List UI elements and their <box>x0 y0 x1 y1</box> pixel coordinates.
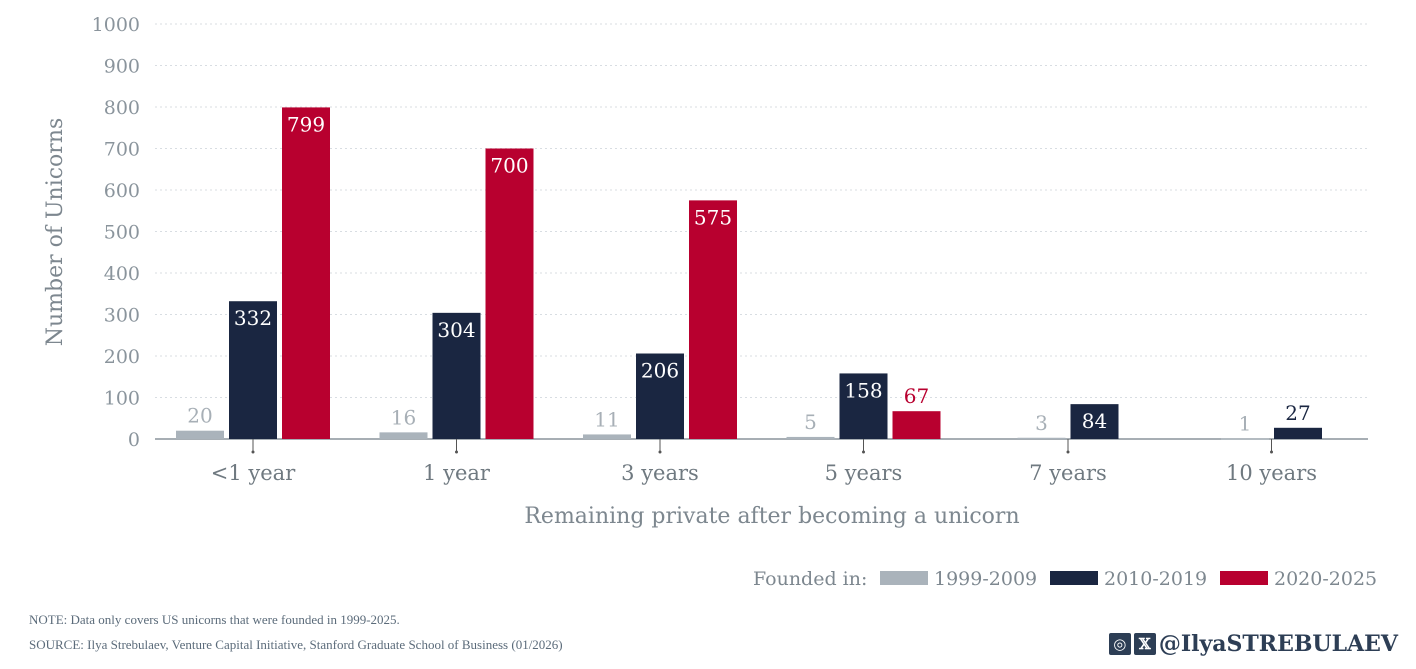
legend-label: 1999-2009 <box>934 568 1037 590</box>
bar-1999-2009 <box>1017 437 1066 439</box>
x-axis-title: Remaining private after becoming a unico… <box>524 504 1019 529</box>
data-label: 1 <box>1239 412 1252 436</box>
data-label: 206 <box>641 359 679 383</box>
bar-1999-2009 <box>379 432 428 439</box>
instagram-icon: ◎ <box>1108 633 1131 655</box>
bar-2020-2025 <box>485 148 534 439</box>
y-tick-label: 700 <box>104 139 140 161</box>
x-tick-label: 1 year <box>423 461 491 485</box>
bar-2020-2025 <box>689 200 737 439</box>
bar-2010-2019 <box>636 353 684 439</box>
note-text: NOTE: Data only covers US unicorns that … <box>29 612 400 627</box>
x-tick-label: 3 years <box>621 461 699 485</box>
data-label: 11 <box>594 407 619 431</box>
y-axis-title: Number of Unicorns <box>43 118 68 347</box>
x-tick-dot <box>455 450 458 454</box>
data-label: 27 <box>1285 401 1310 425</box>
data-label: 158 <box>844 378 882 402</box>
bar-1999-2009 <box>583 434 631 439</box>
data-label: 332 <box>234 306 272 330</box>
legend-label: 2020-2025 <box>1274 568 1377 590</box>
y-tick-label: 200 <box>104 346 140 368</box>
social-handle: ◎ 𝕏 @IlyaSTREBULAEV <box>1108 631 1398 657</box>
y-tick-label: 100 <box>104 388 140 410</box>
bar-2010-2019 <box>432 312 481 439</box>
source-text: SOURCE: Ilya Strebulaev, Venture Capital… <box>29 637 563 652</box>
legend-swatch <box>1050 571 1098 585</box>
y-tick-label: 500 <box>104 222 140 244</box>
bar-1999-2009 <box>176 430 224 439</box>
handle-text: @IlyaSTREBULAEV <box>1158 631 1398 657</box>
y-tick-label: 0 <box>128 429 140 451</box>
data-label: 304 <box>437 318 475 342</box>
bar-chart: 0 100 200 300 400 500 600 700 800 900 1000 Number o… <box>43 14 1377 590</box>
y-tick-label: 400 <box>104 263 140 285</box>
bar-1999-2009 <box>786 436 835 439</box>
data-label: 700 <box>490 154 528 178</box>
bar-2020-2025 <box>282 107 330 439</box>
y-tick-label: 800 <box>104 97 140 119</box>
bar-2010-2019 <box>229 301 277 439</box>
bar-2010-2019 <box>839 373 888 439</box>
data-label: 67 <box>904 384 929 408</box>
data-label: 20 <box>187 404 212 428</box>
bar-1999-2009 <box>1221 438 1269 440</box>
x-tick-label: 5 years <box>825 461 903 485</box>
legend-title: Founded in: <box>753 568 867 590</box>
x-tick-label: <1 year <box>211 461 296 485</box>
data-label: 799 <box>287 112 325 136</box>
x-tick-dot <box>862 450 865 454</box>
y-tick-label: 1000 <box>92 14 140 36</box>
x-tick-dot <box>251 450 255 454</box>
legend-swatch <box>1220 571 1268 585</box>
bar-2010-2019 <box>1070 404 1119 439</box>
bar-2020-2025 <box>892 411 941 439</box>
legend-swatch <box>880 571 928 585</box>
x-icon: 𝕏 <box>1133 633 1156 655</box>
x-tick-label: 7 years <box>1029 461 1107 485</box>
data-label: 575 <box>694 205 732 229</box>
y-tick-label: 900 <box>104 56 140 78</box>
x-tick-dot <box>658 450 662 454</box>
y-tick-label: 300 <box>104 305 140 327</box>
data-label: 5 <box>804 410 817 434</box>
data-label: 84 <box>1082 409 1107 433</box>
legend-label: 2010-2019 <box>1104 568 1207 590</box>
data-label: 16 <box>391 405 416 429</box>
bar-2010-2019 <box>1274 427 1322 439</box>
x-tick-dot <box>1066 450 1070 454</box>
x-tick-dot <box>1270 450 1273 454</box>
x-tick-label: 10 years <box>1226 461 1317 485</box>
y-tick-label: 600 <box>104 180 140 202</box>
data-label: 3 <box>1035 411 1048 435</box>
